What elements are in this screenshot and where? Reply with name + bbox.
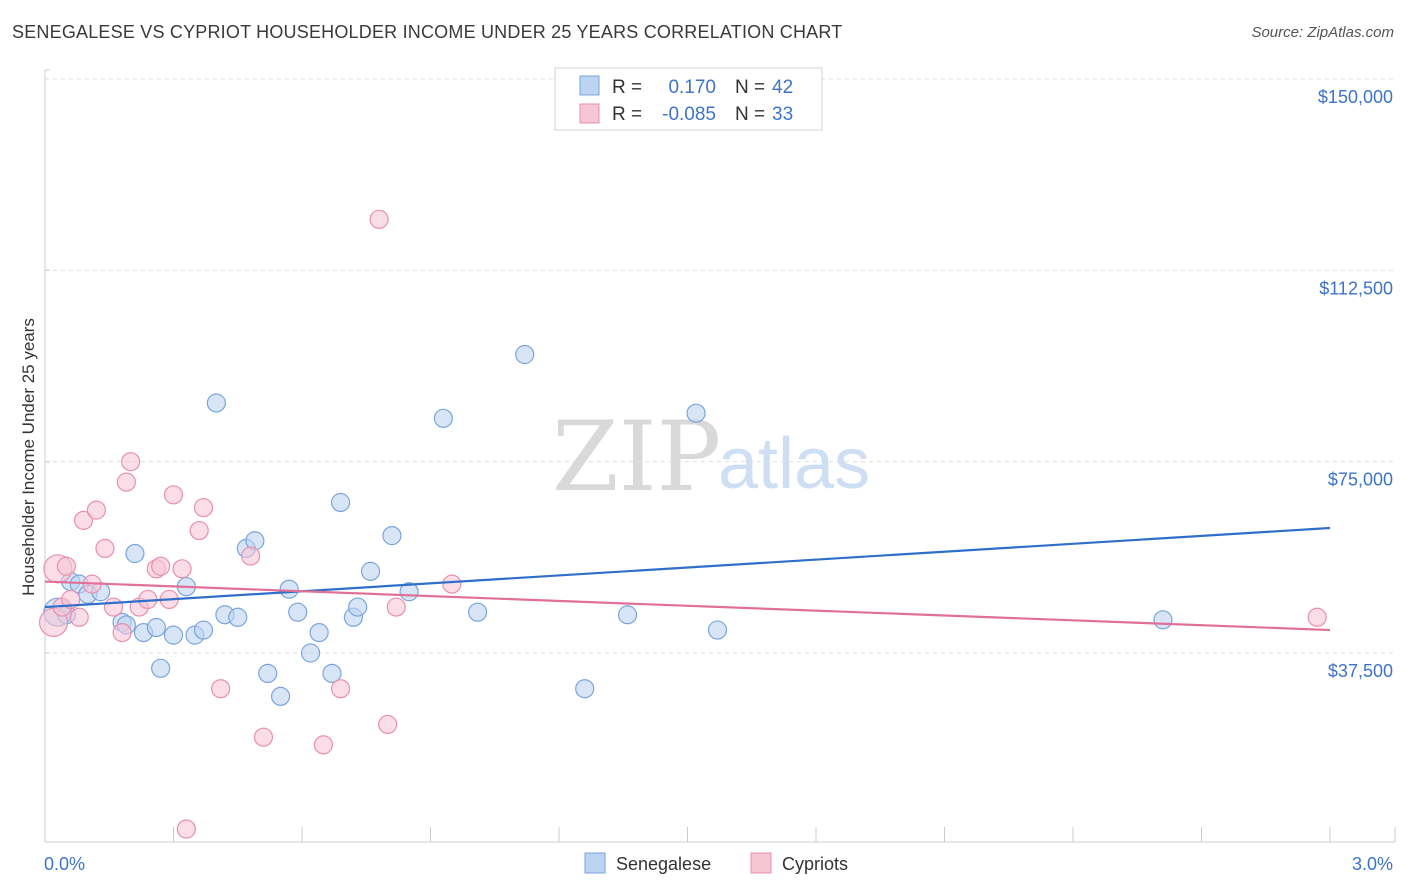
- x-tick-labels: 0.0% 3.0%: [44, 854, 1393, 874]
- y-axis-label: Householder Income Under 25 years: [19, 318, 38, 596]
- point-senegalese: [330, 492, 351, 513]
- bottom-legend-swatch-senegalese: [584, 852, 606, 874]
- axes: [44, 69, 1396, 843]
- series-legend: Senegalese Cypriots: [584, 852, 848, 874]
- legend-r-label-1: R =: [612, 77, 642, 98]
- trend-line-cypriots: [44, 580, 1331, 632]
- point-cypriots: [253, 727, 274, 747]
- point-senegalese: [1153, 610, 1173, 630]
- series-cypriots: [38, 209, 1327, 839]
- point-cypriots: [189, 520, 209, 541]
- gridlines: [45, 78, 1395, 654]
- point-cypriots: [369, 209, 389, 229]
- x-tick-label-start: 0.0%: [44, 854, 85, 874]
- point-senegalese: [360, 561, 381, 581]
- point-cypriots: [386, 597, 406, 617]
- bottom-legend-cypriots: Cypriots: [782, 854, 848, 874]
- x-tick-label-end: 3.0%: [1352, 854, 1393, 874]
- point-cypriots: [61, 589, 81, 610]
- point-senegalese: [163, 625, 184, 645]
- point-senegalese: [228, 607, 248, 627]
- y-tick-label: $112,500: [1319, 278, 1393, 298]
- point-cypriots: [193, 497, 214, 518]
- source-label: Source: ZipAtlas.com: [1251, 24, 1394, 41]
- y-tick-labels: $150,000 $112,500 $75,000 $37,500: [1318, 87, 1393, 681]
- point-cypriots: [116, 472, 136, 492]
- point-cypriots: [163, 485, 184, 505]
- point-cypriots: [378, 714, 398, 735]
- point-cypriots: [442, 574, 462, 594]
- point-cypriots: [172, 559, 192, 579]
- point-senegalese: [151, 658, 171, 678]
- y-tick-label: $75,000: [1328, 470, 1393, 490]
- point-senegalese: [433, 408, 453, 428]
- point-cypriots: [176, 819, 196, 839]
- bottom-legend-swatch-cypriots: [750, 852, 772, 874]
- point-senegalese: [686, 403, 706, 423]
- legend-n-value-1: 42: [772, 77, 793, 98]
- point-cypriots: [211, 679, 231, 699]
- legend-swatch-senegalese: [579, 75, 600, 96]
- legend-n-label-1: N =: [735, 77, 765, 98]
- point-cypriots: [121, 452, 141, 472]
- point-cypriots: [330, 679, 351, 699]
- point-cypriots: [95, 538, 115, 559]
- legend-swatch-cypriots: [579, 103, 600, 124]
- legend-r-value-2: -0.085: [662, 104, 716, 125]
- point-senegalese: [258, 663, 278, 684]
- point-senegalese: [348, 597, 368, 617]
- point-cypriots: [241, 546, 261, 566]
- point-senegalese: [193, 620, 214, 640]
- y-tick-label: $150,000: [1318, 87, 1393, 107]
- point-senegalese: [382, 526, 402, 546]
- point-cypriots: [86, 500, 107, 520]
- legend-n-value-2: 33: [772, 104, 793, 125]
- point-senegalese: [707, 620, 728, 640]
- chart-title: SENEGALESE VS CYPRIOT HOUSEHOLDER INCOME…: [12, 22, 843, 42]
- trend-line-senegalese: [44, 526, 1331, 609]
- stats-legend: R = 0.170 N = 42 R = -0.085 N = 33: [554, 67, 823, 131]
- point-senegalese: [575, 679, 595, 699]
- point-senegalese: [270, 686, 291, 706]
- legend-r-value-1: 0.170: [668, 77, 716, 98]
- y-tick-label: $37,500: [1328, 661, 1393, 681]
- point-senegalese: [468, 602, 488, 622]
- point-senegalese: [309, 622, 329, 643]
- point-cypriots: [112, 622, 132, 643]
- point-senegalese: [322, 663, 342, 684]
- point-cypriots: [73, 510, 94, 530]
- point-senegalese: [515, 344, 535, 365]
- point-senegalese: [146, 617, 166, 638]
- point-senegalese: [617, 605, 638, 625]
- point-senegalese: [206, 393, 226, 413]
- point-senegalese: [279, 579, 299, 599]
- point-senegalese: [300, 643, 321, 663]
- point-cypriots: [69, 607, 89, 627]
- point-cypriots: [151, 556, 171, 576]
- trend-lines: [44, 526, 1331, 632]
- legend-r-label-2: R =: [612, 104, 642, 125]
- legend-n-label-2: N =: [735, 104, 765, 125]
- series-senegalese: [43, 344, 1173, 706]
- point-senegalese: [125, 543, 145, 564]
- point-cypriots: [103, 597, 124, 617]
- point-senegalese: [288, 602, 308, 622]
- point-cypriots: [1307, 607, 1327, 627]
- bottom-legend-senegalese: Senegalese: [616, 854, 711, 874]
- point-cypriots: [313, 735, 334, 755]
- watermark-atlas: atlas: [718, 424, 870, 504]
- point-cypriots: [56, 556, 77, 576]
